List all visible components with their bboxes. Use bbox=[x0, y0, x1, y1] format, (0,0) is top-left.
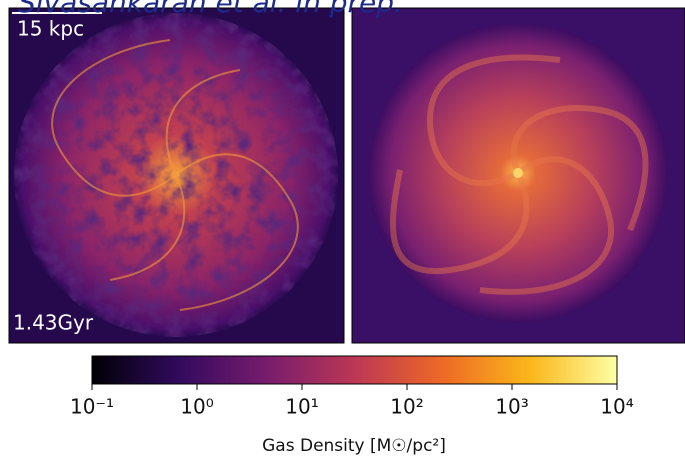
figure: Sivasankaran et al. in prep. 15 kpc 1.43… bbox=[0, 0, 685, 462]
x-tick-label: 10⁻¹ bbox=[70, 395, 114, 419]
x-tick-label: 10⁴ bbox=[600, 395, 633, 419]
left-panel bbox=[9, 8, 344, 343]
time-label: 1.43Gyr bbox=[13, 311, 94, 335]
right-panel bbox=[352, 8, 685, 343]
colorbar-label: Gas Density [M☉/pc²] bbox=[262, 436, 446, 456]
x-tick-label: 10³ bbox=[495, 395, 528, 419]
x-tick-label: 10⁰ bbox=[180, 395, 213, 419]
x-tick-label: 10¹ bbox=[285, 395, 318, 419]
scale-label: 15 kpc bbox=[17, 17, 84, 41]
colorbar bbox=[92, 356, 617, 384]
x-tick-label: 10² bbox=[390, 395, 423, 419]
